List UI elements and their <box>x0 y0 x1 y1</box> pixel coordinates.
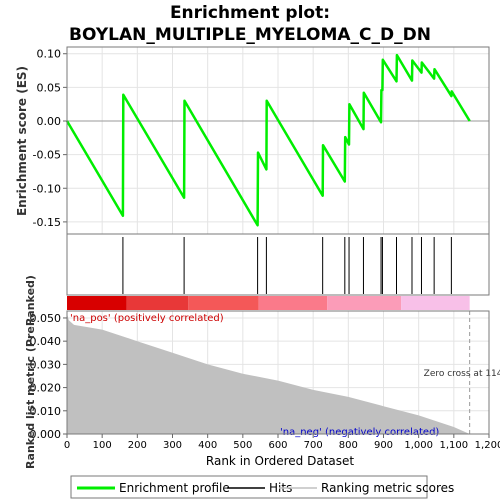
ranking-panel: Zero cross at 1145 'na_pos' (positively … <box>24 275 500 469</box>
x-axis-ticks: 0 100 200 300 400 500 600 700 800 900 1,000 1,100 1,… <box>64 434 500 451</box>
ranking-y-tick-label: 0.020 <box>30 382 62 395</box>
x-tick-label: 200 <box>128 440 147 451</box>
ranking-y-tick-label: 0.030 <box>30 358 62 371</box>
heat-bar-segment <box>188 296 259 310</box>
ranking-y-tick-label: 0.010 <box>30 405 62 418</box>
ranking-heat-bar <box>67 296 470 310</box>
enrichment-y-tick-label: -0.05 <box>33 149 61 162</box>
chart-title-line-2: BOYLAN_MULTIPLE_MYELOMA_C_D_DN <box>69 25 431 45</box>
ranking-metric-area <box>67 313 470 434</box>
legend-ranking-label: Ranking metric scores <box>321 481 454 495</box>
x-tick-label: 1,200 <box>475 440 500 451</box>
ranking-y-ticks: 0.000 0.010 0.020 0.030 0.040 0.050 <box>30 312 67 441</box>
x-tick-label: 800 <box>339 440 358 451</box>
enrichment-y-axis-label: Enrichment score (ES) <box>15 66 29 216</box>
legend-box <box>70 475 428 499</box>
x-tick-label: 900 <box>374 440 393 451</box>
zero-cross-label: Zero cross at 1145 <box>424 369 500 379</box>
ranking-y-tick-label: 0.040 <box>30 335 62 348</box>
x-tick-label: 1,100 <box>440 440 469 451</box>
heat-bar-segment <box>258 296 328 310</box>
hit-lines <box>122 237 452 294</box>
enrichment-y-ticks: -0.15 -0.10 -0.05 0.00 0.05 0.10 <box>33 48 67 229</box>
x-axis-label: Rank in Ordered Dataset <box>206 454 354 468</box>
enrichment-y-tick-label: 0.10 <box>37 48 62 61</box>
heat-bar-segment <box>401 296 470 310</box>
hits-panel <box>66 233 490 296</box>
heat-bar-segment <box>126 296 189 310</box>
x-tick-label: 100 <box>93 440 112 451</box>
enrichment-y-tick-label: -0.15 <box>33 216 61 229</box>
enrichment-grid <box>66 47 490 234</box>
hits-plot-frame <box>66 233 490 296</box>
enrichment-y-tick-label: 0.00 <box>37 115 62 128</box>
x-tick-label: 0 <box>64 440 70 451</box>
positive-correlation-label: 'na_pos' (positively correlated) <box>70 313 224 324</box>
chart-title-line-1: Enrichment plot: <box>170 3 330 23</box>
enrichment-y-tick-label: 0.05 <box>37 81 62 94</box>
ranking-y-axis-label: Ranked list metric (PreRanked) <box>24 275 37 469</box>
legend: Enrichment profile Hits Ranking metric s… <box>70 475 454 499</box>
ranking-y-tick-label: 0.000 <box>30 428 62 441</box>
x-tick-label: 600 <box>268 440 287 451</box>
enrichment-panel: -0.15 -0.10 -0.05 0.00 0.05 0.10 Enrichment s… <box>15 46 490 235</box>
heat-bar-segment <box>327 296 402 310</box>
x-tick-label: 700 <box>304 440 323 451</box>
x-tick-label: 500 <box>233 440 252 451</box>
ranking-y-tick-label: 0.050 <box>30 312 62 325</box>
x-tick-label: 1,000 <box>404 440 433 451</box>
enrichment-y-tick-label: -0.10 <box>33 182 61 195</box>
legend-enrichment-label: Enrichment profile <box>119 481 230 495</box>
enrichment-profile-line <box>65 53 471 227</box>
x-tick-label: 300 <box>163 440 182 451</box>
heat-bar-segment <box>67 296 127 310</box>
negative-correlation-label: 'na_neg' (negatively correlated) <box>280 427 439 438</box>
x-tick-label: 400 <box>198 440 217 451</box>
